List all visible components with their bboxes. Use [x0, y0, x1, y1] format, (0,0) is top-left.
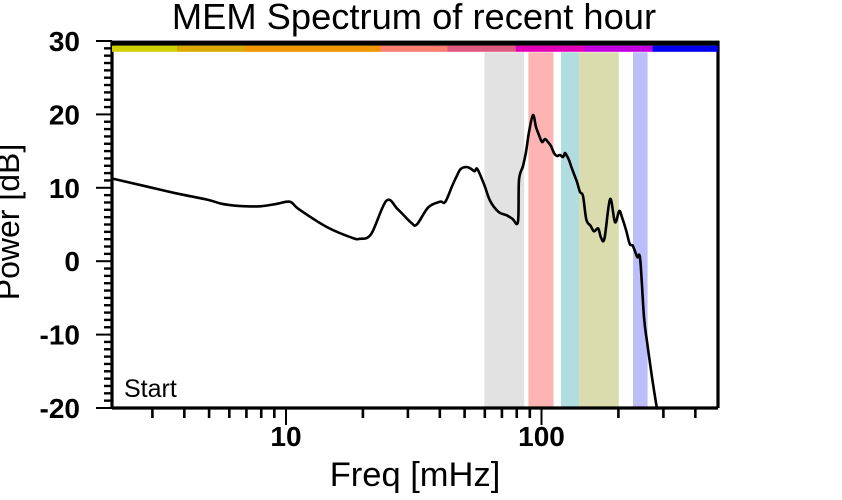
svg-text:-20: -20: [40, 393, 80, 424]
svg-text:Freq [mHz]: Freq [mHz]: [330, 456, 501, 494]
svg-text:Power [dB]: Power [dB]: [0, 144, 26, 301]
svg-text:-10: -10: [40, 320, 80, 351]
svg-text:0: 0: [64, 246, 80, 277]
svg-text:100: 100: [518, 421, 565, 452]
svg-text:10: 10: [270, 421, 301, 452]
svg-text:20: 20: [49, 99, 80, 130]
svg-text:MEM Spectrum of recent hour: MEM Spectrum of recent hour: [172, 0, 656, 37]
svg-text:10: 10: [49, 173, 80, 204]
svg-text:30: 30: [49, 26, 80, 57]
svg-text:Start: Start: [124, 375, 177, 403]
